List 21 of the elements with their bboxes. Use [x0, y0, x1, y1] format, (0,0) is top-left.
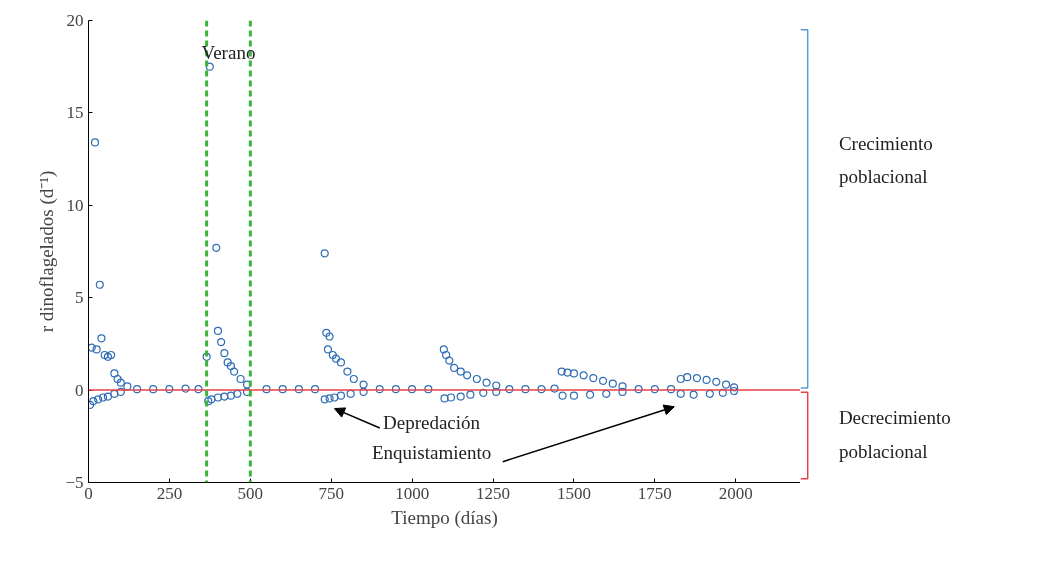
x-tick-label: 1750: [637, 483, 672, 503]
y-tick-label: 10: [66, 195, 84, 215]
annotation: Depredación: [383, 411, 481, 433]
y-axis-title: r dinoflagelados (d⁻¹): [36, 170, 59, 333]
y-tick-label: −5: [65, 473, 84, 492]
annotation: Verano: [201, 42, 256, 64]
x-tick-label: 2000: [718, 483, 753, 503]
x-tick-label: 1250: [476, 483, 511, 503]
x-tick-label: 1000: [395, 483, 430, 503]
x-axis-title: Tiempo (días): [391, 506, 498, 529]
text: Decrecimiento poblacional: [838, 407, 951, 462]
y-tick-label: 15: [66, 103, 84, 123]
x-tick-label: 500: [237, 483, 264, 503]
x-tick-label: 1500: [556, 483, 591, 503]
x-tick-label: 750: [318, 483, 344, 503]
text: Crecimiento poblacional: [838, 132, 933, 188]
x-tick-label: 250: [156, 483, 183, 503]
y-tick-label: 5: [75, 288, 84, 308]
y-tick-label: 20: [66, 11, 84, 30]
y-tick-label: 0: [75, 380, 84, 400]
annotation: Enquistamiento: [371, 441, 492, 463]
